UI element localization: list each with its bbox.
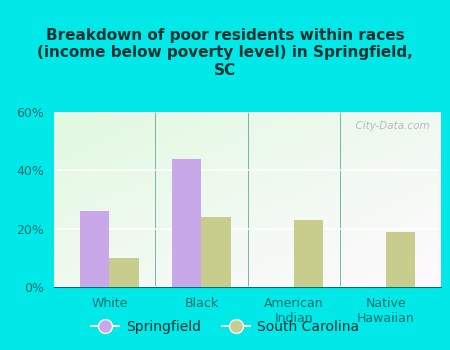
Bar (109, 258, 139, 287)
Bar (202, 217, 231, 287)
Bar (80, 211, 109, 287)
Legend: Springfield, South Carolina: Springfield, South Carolina (86, 314, 364, 340)
Bar (172, 159, 202, 287)
Text: City-Data.com: City-Data.com (349, 121, 429, 131)
Bar (293, 220, 323, 287)
Bar (386, 232, 415, 287)
Text: Breakdown of poor residents within races
(income below poverty level) in Springf: Breakdown of poor residents within races… (37, 28, 413, 78)
